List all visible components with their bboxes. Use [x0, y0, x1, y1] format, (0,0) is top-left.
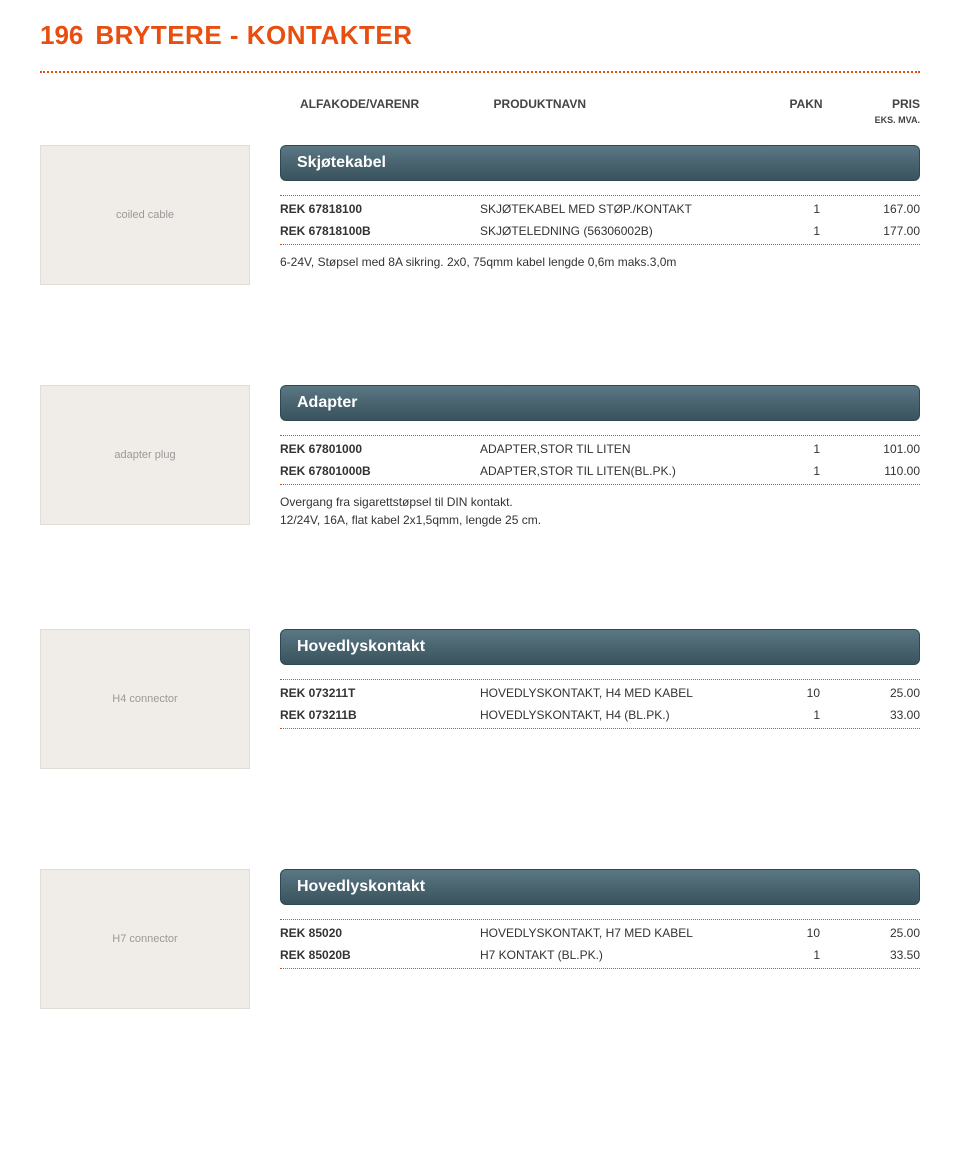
- table-row: REK 67818100BSKJØTELEDNING (56306002B)11…: [280, 220, 920, 242]
- cell-name: SKJØTELEDNING (56306002B): [480, 224, 760, 238]
- table-divider: [280, 728, 920, 729]
- section-heading: Hovedlyskontakt: [280, 629, 920, 665]
- section-spacer: [40, 809, 920, 849]
- cell-pris: 167.00: [840, 202, 920, 216]
- product-image: H7 connector: [40, 869, 250, 1009]
- table-row: REK 67801000ADAPTER,STOR TIL LITEN1101.0…: [280, 438, 920, 460]
- cell-pakn: 1: [760, 464, 840, 478]
- content-column: Hovedlyskontakt REK 85020HOVEDLYSKONTAKT,…: [280, 869, 920, 1009]
- cell-pakn: 1: [760, 442, 840, 456]
- col-pris: PRIS: [843, 97, 920, 111]
- cell-pris: 25.00: [840, 686, 920, 700]
- section-spacer: [40, 325, 920, 365]
- table-divider: [280, 244, 920, 245]
- table-divider: [280, 484, 920, 485]
- description-line: 6-24V, Støpsel med 8A sikring. 2x0, 75qm…: [280, 253, 920, 271]
- product-section: H7 connector Hovedlyskontakt REK 85020HOVE…: [40, 869, 920, 1009]
- section-heading: Skjøtekabel: [280, 145, 920, 181]
- cell-pakn: 1: [760, 948, 840, 962]
- cell-pakn: 10: [760, 926, 840, 940]
- cell-name: HOVEDLYSKONTAKT, H4 (BL.PK.): [480, 708, 760, 722]
- cell-code: REK 67818100B: [280, 224, 480, 238]
- table-row: REK 073211BHOVEDLYSKONTAKT, H4 (BL.PK.)1…: [280, 704, 920, 726]
- cell-code: REK 67818100: [280, 202, 480, 216]
- cell-name: ADAPTER,STOR TIL LITEN(BL.PK.): [480, 464, 760, 478]
- table-divider: [280, 195, 920, 196]
- description-line: 12/24V, 16A, flat kabel 2x1,5qmm, lengde…: [280, 511, 920, 529]
- cell-code: REK 67801000: [280, 442, 480, 456]
- column-sub-header: EKS. MVA.: [300, 115, 920, 125]
- cell-name: H7 KONTAKT (BL.PK.): [480, 948, 760, 962]
- table-divider: [280, 679, 920, 680]
- cell-code: REK 85020B: [280, 948, 480, 962]
- content-column: Skjøtekabel REK 67818100SKJØTEKABEL MED S…: [280, 145, 920, 285]
- spacer: [300, 115, 843, 125]
- cell-code: REK 85020: [280, 926, 480, 940]
- product-section: adapter plug Adapter REK 67801000ADAPTER,S…: [40, 385, 920, 529]
- product-section: H4 connector Hovedlyskontakt REK 073211THO…: [40, 629, 920, 769]
- cell-pakn: 1: [760, 224, 840, 238]
- table-row: REK 85020HOVEDLYSKONTAKT, H7 MED KABEL10…: [280, 922, 920, 944]
- section-description: Overgang fra sigarettstøpsel til DIN kon…: [280, 493, 920, 529]
- image-column: H7 connector: [40, 869, 280, 1009]
- cell-code: REK 073211B: [280, 708, 480, 722]
- section-description: 6-24V, Støpsel med 8A sikring. 2x0, 75qm…: [280, 253, 920, 271]
- col-produktnavn: PRODUKTNAVN: [494, 97, 765, 111]
- table-row: REK 073211THOVEDLYSKONTAKT, H4 MED KABEL…: [280, 682, 920, 704]
- content-column: Hovedlyskontakt REK 073211THOVEDLYSKONTAK…: [280, 629, 920, 769]
- product-image: H4 connector: [40, 629, 250, 769]
- cell-pakn: 10: [760, 686, 840, 700]
- cell-name: ADAPTER,STOR TIL LITEN: [480, 442, 760, 456]
- cell-pakn: 1: [760, 202, 840, 216]
- table-row: REK 85020BH7 KONTAKT (BL.PK.)133.50: [280, 944, 920, 966]
- cell-pris: 177.00: [840, 224, 920, 238]
- cell-code: REK 67801000B: [280, 464, 480, 478]
- table-divider: [280, 968, 920, 969]
- product-section: coiled cable Skjøtekabel REK 67818100SKJØT…: [40, 145, 920, 285]
- cell-pris: 33.00: [840, 708, 920, 722]
- cell-pris: 110.00: [840, 464, 920, 478]
- eks-label: EKS. MVA.: [843, 115, 921, 125]
- content-column: Adapter REK 67801000ADAPTER,STOR TIL LITE…: [280, 385, 920, 529]
- table-divider: [280, 435, 920, 436]
- description-line: Overgang fra sigarettstøpsel til DIN kon…: [280, 493, 920, 511]
- cell-name: HOVEDLYSKONTAKT, H7 MED KABEL: [480, 926, 760, 940]
- header-dots: [40, 71, 920, 73]
- page-title: BRYTERE - KONTAKTER: [95, 20, 412, 51]
- section-heading: Hovedlyskontakt: [280, 869, 920, 905]
- col-alfakode: ALFAKODE/VARENR: [300, 97, 494, 111]
- table-row: REK 67801000BADAPTER,STOR TIL LITEN(BL.P…: [280, 460, 920, 482]
- product-image: coiled cable: [40, 145, 250, 285]
- page-number: 196: [40, 20, 83, 51]
- section-spacer: [40, 569, 920, 609]
- col-pakn: PAKN: [765, 97, 843, 111]
- table-divider: [280, 919, 920, 920]
- page-header: 196 BRYTERE - KONTAKTER: [40, 20, 920, 51]
- image-column: coiled cable: [40, 145, 280, 285]
- image-column: adapter plug: [40, 385, 280, 529]
- product-image: adapter plug: [40, 385, 250, 525]
- cell-pakn: 1: [760, 708, 840, 722]
- column-headers: ALFAKODE/VARENR PRODUKTNAVN PAKN PRIS: [300, 97, 920, 111]
- table-row: REK 67818100SKJØTEKABEL MED STØP./KONTAK…: [280, 198, 920, 220]
- cell-name: SKJØTEKABEL MED STØP./KONTAKT: [480, 202, 760, 216]
- cell-name: HOVEDLYSKONTAKT, H4 MED KABEL: [480, 686, 760, 700]
- cell-pris: 25.00: [840, 926, 920, 940]
- cell-code: REK 073211T: [280, 686, 480, 700]
- image-column: H4 connector: [40, 629, 280, 769]
- cell-pris: 33.50: [840, 948, 920, 962]
- section-heading: Adapter: [280, 385, 920, 421]
- cell-pris: 101.00: [840, 442, 920, 456]
